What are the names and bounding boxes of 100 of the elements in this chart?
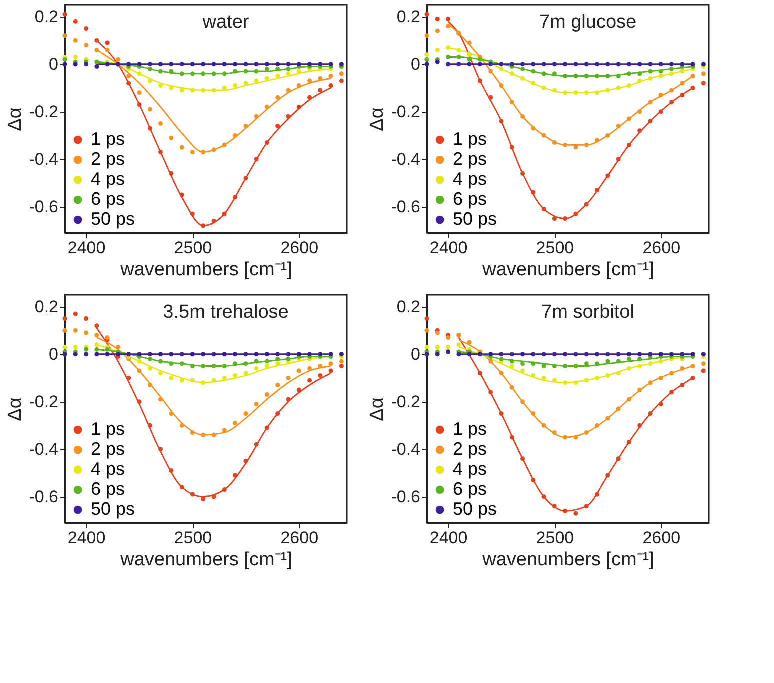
y-tick-label: -0.4 [29, 150, 58, 169]
point [680, 69, 685, 74]
legend-label: 6 ps [453, 479, 488, 499]
point [233, 374, 238, 378]
point [180, 145, 184, 150]
point [510, 62, 514, 67]
point [520, 76, 526, 81]
point [190, 150, 195, 154]
y-tick-label: 0 [411, 344, 420, 364]
point [339, 359, 344, 364]
point [276, 362, 280, 366]
point [584, 504, 589, 509]
point [435, 345, 440, 350]
point [244, 62, 248, 67]
point [478, 78, 482, 84]
point [339, 78, 344, 84]
y-axis-title: Δα [5, 108, 26, 132]
x-axis-title: wavenumbers [cm⁻¹] [482, 260, 654, 280]
point [308, 352, 312, 357]
x-axis-title: wavenumbers [cm⁻¹] [482, 550, 654, 570]
point [552, 88, 557, 93]
point [212, 148, 216, 152]
point [510, 435, 514, 440]
point [542, 207, 546, 212]
point [339, 364, 344, 368]
point [328, 352, 334, 357]
point [212, 494, 216, 500]
point [658, 69, 664, 74]
point [424, 34, 430, 38]
legend-label: 50 ps [453, 209, 498, 229]
point [62, 345, 68, 350]
legend-label: 2 ps [453, 149, 488, 169]
point [94, 342, 100, 348]
point [595, 74, 600, 78]
point [595, 138, 600, 143]
point [552, 62, 557, 67]
point [638, 423, 642, 428]
point [626, 142, 632, 148]
point [190, 72, 195, 76]
point [296, 84, 302, 88]
point [616, 124, 621, 128]
point [276, 62, 280, 67]
point [531, 69, 536, 74]
point [222, 142, 227, 148]
point [424, 352, 430, 357]
point [116, 345, 120, 350]
point [616, 406, 621, 412]
point [73, 38, 78, 43]
point [563, 142, 568, 148]
point [595, 362, 600, 366]
point [510, 352, 514, 357]
point [638, 364, 642, 368]
point [264, 352, 270, 357]
point [158, 447, 164, 452]
point [180, 72, 184, 76]
point [446, 55, 451, 60]
point [584, 142, 589, 148]
point [701, 81, 706, 86]
point [190, 212, 195, 216]
point [456, 55, 462, 60]
point [180, 62, 184, 67]
point [62, 12, 68, 17]
point [595, 188, 600, 192]
point [296, 104, 302, 110]
y-tick-label: 0 [49, 54, 58, 74]
point [276, 383, 280, 388]
point [158, 150, 164, 154]
point [446, 24, 451, 29]
point [690, 352, 696, 357]
point [180, 88, 184, 93]
point [638, 110, 642, 114]
point [116, 352, 120, 357]
point [658, 62, 664, 67]
point [190, 364, 195, 368]
point [574, 74, 578, 78]
point [180, 485, 184, 490]
point [73, 352, 78, 357]
point [137, 352, 142, 357]
point [584, 378, 589, 383]
point [552, 364, 557, 368]
point [62, 57, 68, 62]
point [212, 432, 216, 438]
point [467, 340, 472, 345]
point [328, 74, 334, 78]
y-tick-label: -0.2 [391, 102, 420, 122]
point [531, 190, 536, 195]
point [648, 76, 653, 81]
point [286, 356, 291, 362]
point [456, 62, 462, 67]
point [531, 352, 536, 357]
point [148, 356, 152, 362]
legend-label: 4 ps [91, 169, 126, 189]
point [254, 69, 259, 74]
point [606, 352, 610, 357]
point [658, 74, 664, 78]
point [62, 352, 68, 357]
y-tick-label: 0.2 [396, 7, 420, 26]
point [94, 38, 100, 43]
point [148, 383, 152, 388]
point [328, 368, 334, 374]
